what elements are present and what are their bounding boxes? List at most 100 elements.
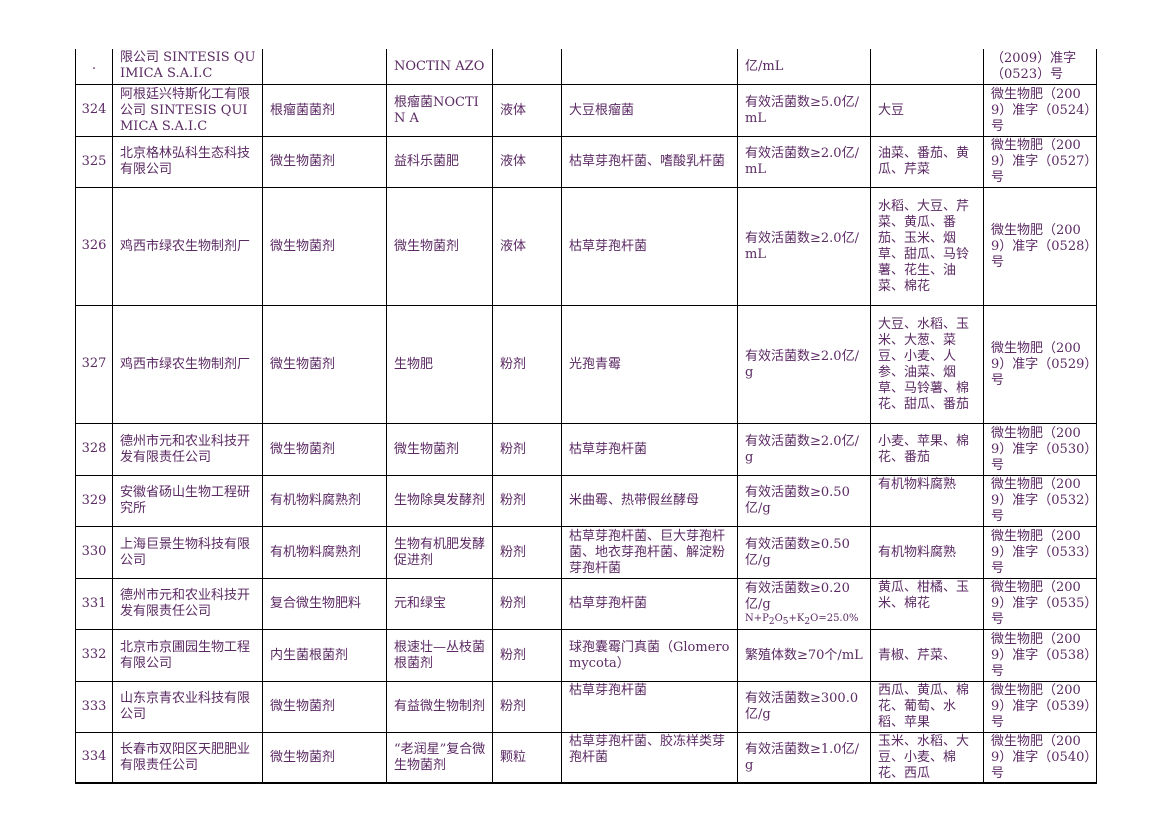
category-cell: 微生物菌剂 bbox=[262, 135, 387, 188]
company-cell: 鸡西市绿农生物制剂厂 bbox=[112, 186, 263, 306]
strain-cell: 枯草芽孢杆菌、嗜酸乳杆菌 bbox=[561, 135, 738, 188]
form-cell: 粉剂 bbox=[492, 474, 562, 527]
row-number: 331 bbox=[75, 577, 113, 630]
content-cell: 有效活菌数≥2.0亿/mL bbox=[737, 135, 871, 188]
strain-cell: 光孢青霉 bbox=[561, 304, 738, 424]
strain-cell: 枯草芽孢杆菌 bbox=[561, 422, 738, 476]
reg-cell: （2009）准字（0523）号 bbox=[983, 49, 1097, 85]
row-number: 334 bbox=[75, 731, 113, 784]
reg-cell: 微生物肥（2009）准字（0533）号 bbox=[983, 525, 1097, 579]
strain-cell: 枯草芽孢杆菌、胶冻样类芽孢杆菌 bbox=[561, 731, 738, 784]
reg-cell: 微生物肥（2009）准字（0538）号 bbox=[983, 628, 1097, 682]
company-cell: 山东京青农业科技有限公司 bbox=[112, 680, 263, 733]
product-cell: 根瘤菌NOCTIN A bbox=[386, 83, 493, 137]
row-number: 330 bbox=[75, 525, 113, 579]
product-cell: 生物肥 bbox=[386, 304, 493, 424]
company-cell: 鸡西市绿农生物制剂厂 bbox=[112, 304, 263, 424]
category-cell: 有机物料腐熟剂 bbox=[262, 525, 387, 579]
product-cell: 微生物菌剂 bbox=[386, 422, 493, 476]
form-cell bbox=[492, 49, 562, 85]
company-cell: 限公司 SINTESIS QUIMICA S.A.I.C bbox=[112, 49, 263, 85]
product-cell: 生物有机肥发酵促进剂 bbox=[386, 525, 493, 579]
crops-cell: 玉米、水稻、大豆、小麦、棉花、西瓜 bbox=[870, 731, 984, 784]
table-body: . 限公司 SINTESIS QUIMICA S.A.I.C NOCTIN AZ… bbox=[75, 49, 1097, 784]
row-number: . bbox=[75, 49, 113, 85]
form-cell: 液体 bbox=[492, 83, 562, 137]
table-row: . 限公司 SINTESIS QUIMICA S.A.I.C NOCTIN AZ… bbox=[75, 49, 1097, 85]
content-text: 有效活菌数≥0.20亿/g bbox=[745, 580, 850, 612]
product-cell: 元和绿宝 bbox=[386, 577, 493, 630]
row-number: 328 bbox=[75, 422, 113, 476]
product-cell: 生物除臭发酵剂 bbox=[386, 474, 493, 527]
table-row: 331 德州市元和农业科技开发有限责任公司 复合微生物肥料 元和绿宝 粉剂 枯草… bbox=[75, 577, 1097, 630]
table-row: 333 山东京青农业科技有限公司 微生物菌剂 有益微生物制剂 粉剂 枯草芽孢杆菌… bbox=[75, 680, 1097, 733]
company-cell: 长春市双阳区天肥肥业有限责任公司 bbox=[112, 731, 263, 784]
content-cell: 有效活菌数≥2.0亿/mL bbox=[737, 186, 871, 306]
crops-cell: 西瓜、黄瓜、棉花、葡萄、水稻、苹果 bbox=[870, 680, 984, 733]
company-cell: 北京市京圃园生物工程有限公司 bbox=[112, 628, 263, 682]
crops-cell: 小麦、苹果、棉花、番茄 bbox=[870, 422, 984, 476]
form-cell: 颗粒 bbox=[492, 731, 562, 784]
table-row: 330 上海巨景生物科技有限公司 有机物料腐熟剂 生物有机肥发酵促进剂 粉剂 枯… bbox=[75, 525, 1097, 579]
reg-cell: 微生物肥（2009）准字（0524）号 bbox=[983, 83, 1097, 137]
category-cell: 根瘤菌菌剂 bbox=[262, 83, 387, 137]
row-number: 332 bbox=[75, 628, 113, 682]
strain-cell: 枯草芽孢杆菌 bbox=[561, 577, 738, 630]
reg-cell: 微生物肥（2009）准字（0528）号 bbox=[983, 186, 1097, 306]
product-cell: 益科乐菌肥 bbox=[386, 135, 493, 188]
strain-cell: 大豆根瘤菌 bbox=[561, 83, 738, 137]
table-row: 324 阿根廷兴特斯化工有限公司 SINTESIS QUIMICA S.A.I.… bbox=[75, 83, 1097, 137]
strain-cell: 球孢囊霉门真菌（Glomeromycota） bbox=[561, 628, 738, 682]
category-cell: 微生物菌剂 bbox=[262, 731, 387, 784]
content-cell: 有效活菌数≥2.0亿/g bbox=[737, 422, 871, 476]
content-cell: 有效活菌数≥0.50亿/g bbox=[737, 525, 871, 579]
category-cell: 微生物菌剂 bbox=[262, 186, 387, 306]
crops-cell: 水稻、大豆、芹菜、黄瓜、番茄、玉米、烟草、甜瓜、马铃薯、花生、油菜、棉花 bbox=[870, 186, 984, 306]
table-row: 329 安徽省砀山生物工程研究所 有机物料腐熟剂 生物除臭发酵剂 粉剂 米曲霉、… bbox=[75, 474, 1097, 527]
content-cell: 亿/mL bbox=[737, 49, 871, 85]
row-number: 329 bbox=[75, 474, 113, 527]
content-cell: 有效活菌数≥1.0亿/g bbox=[737, 731, 871, 784]
crops-cell: 有机物料腐熟 bbox=[870, 525, 984, 579]
reg-cell: 微生物肥（2009）准字（0527）号 bbox=[983, 135, 1097, 188]
product-cell: “老润星”复合微生物菌剂 bbox=[386, 731, 493, 784]
crops-cell: 油菜、番茄、黄瓜、芹菜 bbox=[870, 135, 984, 188]
form-cell: 粉剂 bbox=[492, 680, 562, 733]
company-cell: 德州市元和农业科技开发有限责任公司 bbox=[112, 577, 263, 630]
reg-cell: 微生物肥（2009）准字（0530）号 bbox=[983, 422, 1097, 476]
crops-cell: 大豆、水稻、玉米、大葱、菜豆、小麦、人参、油菜、烟草、马铃薯、棉花、甜瓜、番茄 bbox=[870, 304, 984, 424]
row-number: 326 bbox=[75, 186, 113, 306]
category-cell: 复合微生物肥料 bbox=[262, 577, 387, 630]
reg-cell: 微生物肥（2009）准字（0540）号 bbox=[983, 731, 1097, 784]
table-row: 325 北京格林弘科生态科技有限公司 微生物菌剂 益科乐菌肥 液体 枯草芽孢杆菌… bbox=[75, 135, 1097, 188]
table-row: 332 北京市京圃园生物工程有限公司 内生菌根菌剂 根速壮—丛枝菌根菌剂 粉剂 … bbox=[75, 628, 1097, 682]
crops-cell: 有机物料腐熟 bbox=[870, 474, 984, 527]
form-cell: 粉剂 bbox=[492, 525, 562, 579]
company-cell: 上海巨景生物科技有限公司 bbox=[112, 525, 263, 579]
row-number: 324 bbox=[75, 83, 113, 137]
form-cell: 粉剂 bbox=[492, 304, 562, 424]
company-cell: 阿根廷兴特斯化工有限公司 SINTESIS QUIMICA S.A.I.C bbox=[112, 83, 263, 137]
content-cell: 繁殖体数≥70个/mL bbox=[737, 628, 871, 682]
registration-table: . 限公司 SINTESIS QUIMICA S.A.I.C NOCTIN AZ… bbox=[75, 49, 1097, 784]
crops-cell: 大豆 bbox=[870, 83, 984, 137]
content-cell: 有效活菌数≥5.0亿/mL bbox=[737, 83, 871, 137]
crops-cell: 黄瓜、柑橘、玉米、棉花 bbox=[870, 577, 984, 630]
reg-cell: 微生物肥（2009）准字（0529）号 bbox=[983, 304, 1097, 424]
product-cell: 有益微生物制剂 bbox=[386, 680, 493, 733]
category-cell: 微生物菌剂 bbox=[262, 680, 387, 733]
reg-cell: 微生物肥（2009）准字（0535）号 bbox=[983, 577, 1097, 630]
product-cell: 根速壮—丛枝菌根菌剂 bbox=[386, 628, 493, 682]
category-cell bbox=[262, 49, 387, 85]
product-cell: 微生物菌剂 bbox=[386, 186, 493, 306]
form-cell: 粉剂 bbox=[492, 577, 562, 630]
table-row: 327 鸡西市绿农生物制剂厂 微生物菌剂 生物肥 粉剂 光孢青霉 有效活菌数≥2… bbox=[75, 304, 1097, 424]
nutrient-formula: N+P2O5+K2O=25.0% bbox=[745, 612, 859, 627]
category-cell: 微生物菌剂 bbox=[262, 422, 387, 476]
company-cell: 北京格林弘科生态科技有限公司 bbox=[112, 135, 263, 188]
content-cell: 有效活菌数≥0.20亿/g N+P2O5+K2O=25.0% bbox=[737, 577, 871, 630]
table-row: 334 长春市双阳区天肥肥业有限责任公司 微生物菌剂 “老润星”复合微生物菌剂 … bbox=[75, 731, 1097, 784]
crops-cell bbox=[870, 49, 984, 85]
strain-cell: 枯草芽孢杆菌、巨大芽孢杆菌、地衣芽孢杆菌、解淀粉芽孢杆菌 bbox=[561, 525, 738, 579]
table-row: 326 鸡西市绿农生物制剂厂 微生物菌剂 微生物菌剂 液体 枯草芽孢杆菌 有效活… bbox=[75, 186, 1097, 306]
